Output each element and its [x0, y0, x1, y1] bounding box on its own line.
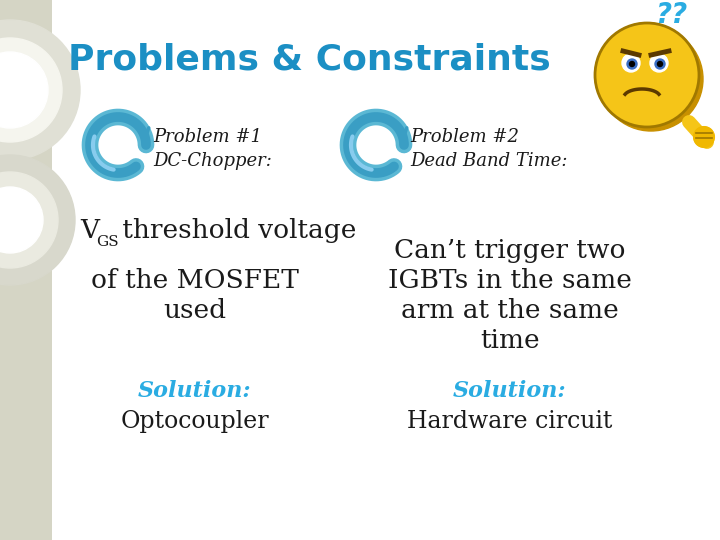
Text: Optocoupler: Optocoupler — [121, 410, 269, 433]
Text: used: used — [163, 298, 227, 323]
Text: Solution:: Solution: — [453, 380, 567, 402]
Text: time: time — [480, 328, 540, 353]
Text: threshold voltage: threshold voltage — [114, 218, 356, 243]
Circle shape — [0, 155, 75, 285]
Circle shape — [595, 23, 699, 127]
Text: DC-Chopper:: DC-Chopper: — [153, 152, 272, 170]
Circle shape — [622, 54, 640, 72]
FancyBboxPatch shape — [52, 0, 720, 540]
Text: Hardware circuit: Hardware circuit — [408, 410, 613, 433]
Text: Can’t trigger two: Can’t trigger two — [395, 238, 626, 263]
FancyBboxPatch shape — [0, 0, 52, 540]
Circle shape — [629, 62, 634, 66]
Text: IGBTs in the same: IGBTs in the same — [388, 268, 632, 293]
Circle shape — [0, 38, 62, 142]
Text: Problem #2: Problem #2 — [410, 128, 519, 146]
Circle shape — [0, 52, 48, 128]
Circle shape — [657, 62, 662, 66]
Circle shape — [655, 59, 665, 69]
Text: ??: ?? — [655, 1, 688, 29]
Circle shape — [595, 23, 699, 127]
Text: V: V — [80, 218, 99, 243]
Text: Dead Band Time:: Dead Band Time: — [410, 152, 567, 170]
Circle shape — [694, 127, 714, 147]
Circle shape — [650, 54, 668, 72]
Circle shape — [0, 20, 80, 160]
Text: arm at the same: arm at the same — [401, 298, 619, 323]
Text: of the MOSFET: of the MOSFET — [91, 268, 299, 293]
Circle shape — [0, 172, 58, 268]
Circle shape — [599, 27, 703, 131]
Text: Problem #1: Problem #1 — [153, 128, 262, 146]
Circle shape — [0, 187, 43, 253]
Text: Solution:: Solution: — [138, 380, 252, 402]
Text: Problems & Constraints: Problems & Constraints — [68, 42, 551, 76]
Text: GS: GS — [96, 235, 119, 249]
Circle shape — [627, 59, 637, 69]
